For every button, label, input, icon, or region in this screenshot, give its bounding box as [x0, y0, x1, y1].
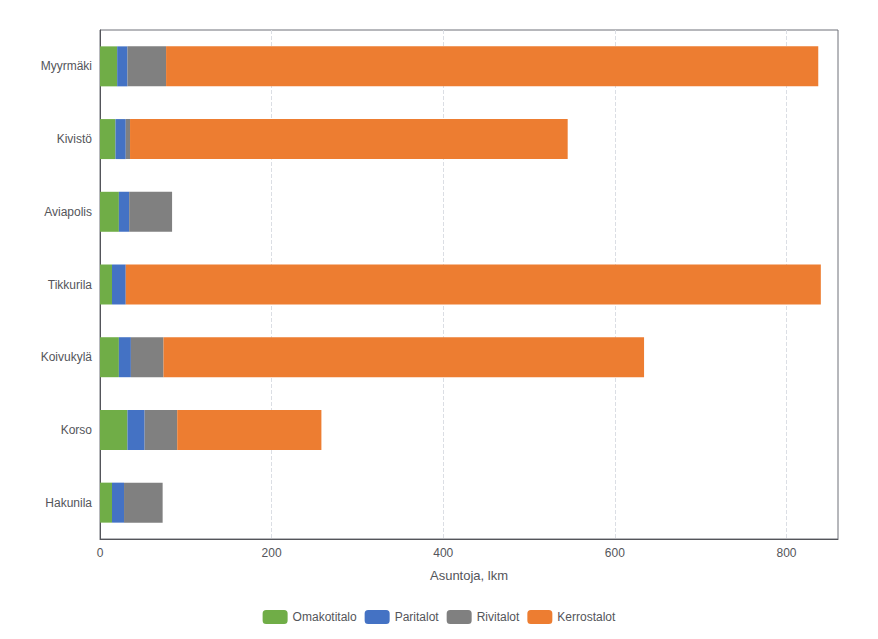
svg-text:Myyrmäki: Myyrmäki [41, 59, 92, 73]
svg-text:600: 600 [605, 546, 625, 560]
svg-text:400: 400 [433, 546, 453, 560]
svg-text:Kivistö: Kivistö [57, 132, 93, 146]
svg-text:Asuntoja, lkm: Asuntoja, lkm [430, 568, 508, 583]
svg-text:Korso: Korso [61, 423, 93, 437]
svg-text:Koivukylä: Koivukylä [41, 350, 93, 364]
svg-text:200: 200 [262, 546, 282, 560]
svg-text:Hakunila: Hakunila [45, 496, 92, 510]
svg-text:Kerrostalot: Kerrostalot [557, 610, 616, 624]
svg-text:0: 0 [97, 546, 104, 560]
svg-text:Paritalot: Paritalot [395, 610, 440, 624]
svg-text:Omakotitalo: Omakotitalo [293, 610, 357, 624]
svg-text:Rivitalot: Rivitalot [477, 610, 520, 624]
svg-text:800: 800 [776, 546, 796, 560]
svg-text:Tikkurila: Tikkurila [48, 278, 93, 292]
svg-text:Aviapolis: Aviapolis [44, 205, 92, 219]
